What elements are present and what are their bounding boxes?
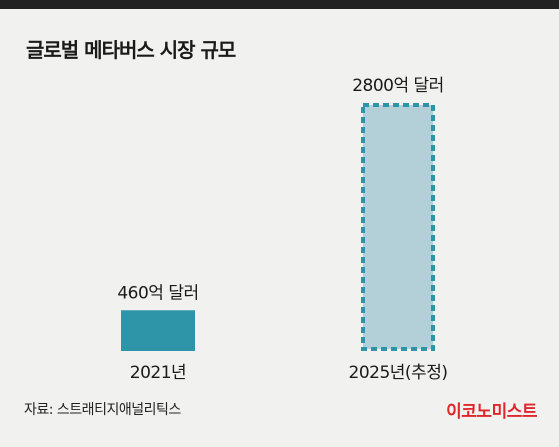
category-label-1: 2021년: [130, 363, 186, 383]
source-note: 자료: 스트래티지애널리틱스: [24, 402, 181, 418]
top-bar: [0, 0, 559, 9]
bar-value-label-2: 2800억 달러: [352, 76, 444, 96]
chart-title: 글로벌 메타버스 시장 규모: [26, 38, 236, 62]
bar-1: [121, 310, 195, 351]
bar-2: [361, 103, 435, 351]
publisher-logo: 이코노미스트: [446, 402, 537, 422]
category-label-2: 2025년(추정): [349, 363, 448, 383]
bar-value-label-1: 460억 달러: [117, 283, 198, 303]
